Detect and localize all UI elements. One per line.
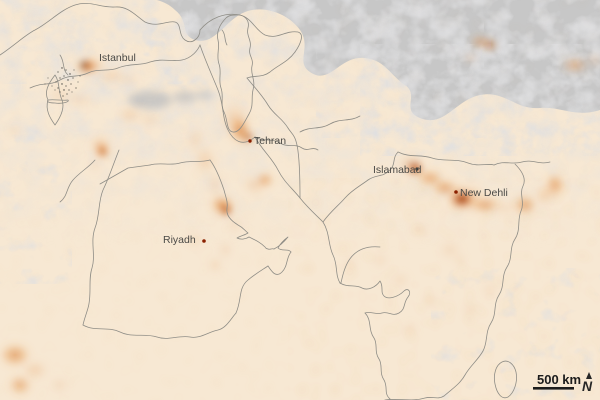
svg-text:Tehran: Tehran bbox=[254, 135, 286, 147]
svg-text:Riyadh: Riyadh bbox=[163, 234, 196, 246]
svg-text:New Dehli: New Dehli bbox=[460, 187, 508, 199]
svg-text:Islamabad: Islamabad bbox=[373, 164, 422, 176]
svg-text:N: N bbox=[582, 378, 593, 394]
svg-text:500 km: 500 km bbox=[537, 372, 581, 387]
svg-text:Istanbul: Istanbul bbox=[99, 52, 136, 64]
